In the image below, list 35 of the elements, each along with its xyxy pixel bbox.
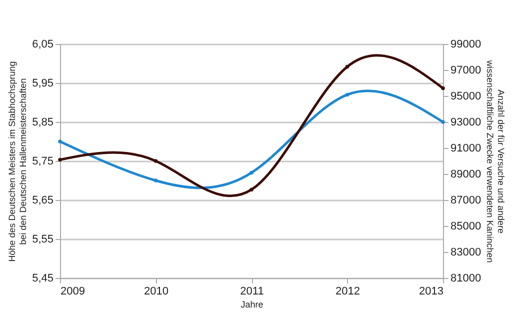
x-tick-label: 2010 (144, 286, 168, 298)
point (345, 92, 350, 97)
y-tick-label: 5,55 (32, 234, 54, 246)
y2-axis-title: Anzahl der für Versuche und andere wissenschaftliche Zwecke verwendeten Kaninchen (485, 59, 506, 263)
y-tick-label: 5,95 (32, 78, 54, 90)
y-axis-title: Höhe des Deutschen Meisters im Stabhochsprung bei den Deutschen Hallenmeisterschaften (7, 61, 28, 262)
point (58, 140, 62, 144)
y2-tick-label: 93000 (450, 116, 482, 128)
y2-tick-label: 95000 (450, 90, 482, 102)
x-axis-title: Jahre (240, 300, 264, 310)
x-tick-label: 2012 (336, 286, 360, 298)
point (345, 64, 350, 69)
point (58, 158, 62, 162)
x-tick-label: 2011 (240, 286, 264, 298)
y2-tick-label: 99000 (450, 38, 482, 50)
y2-tick-label: 85000 (450, 220, 482, 232)
point (154, 178, 158, 182)
x-tick-label: 2009 (60, 286, 85, 298)
y-tick-label: 6,05 (32, 38, 54, 50)
y2-tick-label: 89000 (450, 168, 482, 180)
y2-tick-label: 97000 (450, 64, 482, 76)
point (250, 170, 254, 175)
y-tick-label: 5,45 (32, 272, 54, 284)
point (441, 86, 445, 90)
y-tick-label: 5,65 (32, 194, 54, 206)
y-tick-label: 5,75 (32, 156, 54, 168)
y-tick-label: 5,85 (32, 116, 54, 128)
point (441, 120, 445, 124)
y2-tick-label: 81000 (450, 272, 482, 284)
y2-tick-label: 83000 (450, 246, 482, 258)
y2-tick-label: 87000 (450, 194, 482, 206)
point (154, 159, 158, 163)
y2-tick-label: 91000 (450, 142, 482, 154)
x-tick-label: 2013 (419, 286, 444, 298)
point (250, 188, 254, 192)
